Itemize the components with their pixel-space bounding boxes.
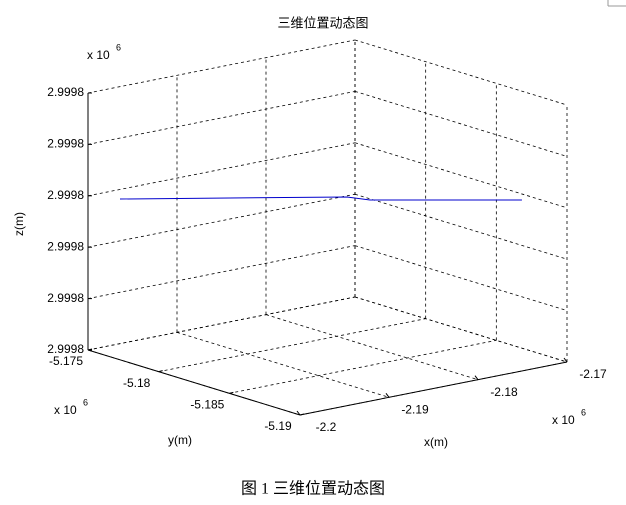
y-tick bbox=[229, 391, 234, 394]
x-tick-label: -2.19 bbox=[401, 403, 429, 417]
x-tick-label: -2.18 bbox=[490, 385, 518, 399]
y-multiplier-power: 6 bbox=[83, 397, 88, 407]
z-tick-label: 2.9998 bbox=[47, 291, 84, 305]
z-tick-label: 2.9998 bbox=[47, 188, 84, 202]
y-tick-label: -5.18 bbox=[123, 376, 151, 390]
z-axis-label: z(m) bbox=[12, 212, 26, 236]
y-axis bbox=[87, 349, 301, 416]
grid-line bbox=[265, 314, 479, 381]
x-tick bbox=[296, 410, 301, 416]
y-multiplier: x 10 bbox=[54, 403, 77, 417]
x-tick bbox=[474, 375, 479, 380]
x-axis bbox=[299, 361, 568, 416]
x-tick-label: -2.17 bbox=[579, 367, 607, 381]
y-tick-label: -5.19 bbox=[264, 419, 292, 433]
y-axis-label: y(m) bbox=[168, 433, 192, 447]
z-tick-label: 2.9998 bbox=[47, 342, 84, 356]
grid-line bbox=[354, 91, 568, 157]
y-tick-label: -5.185 bbox=[190, 398, 224, 412]
z-multiplier: x 10 bbox=[87, 48, 110, 62]
z-tick-label: 2.9998 bbox=[47, 137, 84, 151]
grid-line bbox=[176, 331, 390, 398]
grid-line bbox=[354, 39, 568, 106]
x-tick bbox=[385, 393, 390, 398]
grid-line bbox=[354, 193, 568, 260]
z-tick-label: 2.9998 bbox=[47, 239, 84, 253]
y-tick bbox=[158, 370, 163, 373]
x-axis-label: x(m) bbox=[424, 435, 448, 449]
caption: 图 1 三维位置动态图 bbox=[241, 480, 385, 498]
z-multiplier-power: 6 bbox=[116, 42, 121, 52]
x-multiplier: x 10 bbox=[552, 413, 575, 427]
y-tick bbox=[87, 348, 93, 351]
grid-line bbox=[354, 296, 568, 363]
z-tick-label: 2.9998 bbox=[47, 85, 84, 99]
y-tick bbox=[299, 413, 305, 416]
grid-line bbox=[354, 142, 568, 209]
x-tick-label: -2.2 bbox=[316, 420, 337, 434]
grid-line bbox=[354, 245, 568, 311]
x-tick bbox=[563, 357, 568, 363]
chart-title: 三维位置动态图 bbox=[277, 15, 368, 30]
x-multiplier-power: 6 bbox=[581, 407, 586, 417]
series-line bbox=[119, 196, 522, 201]
y-tick-label: -5.175 bbox=[49, 354, 83, 368]
